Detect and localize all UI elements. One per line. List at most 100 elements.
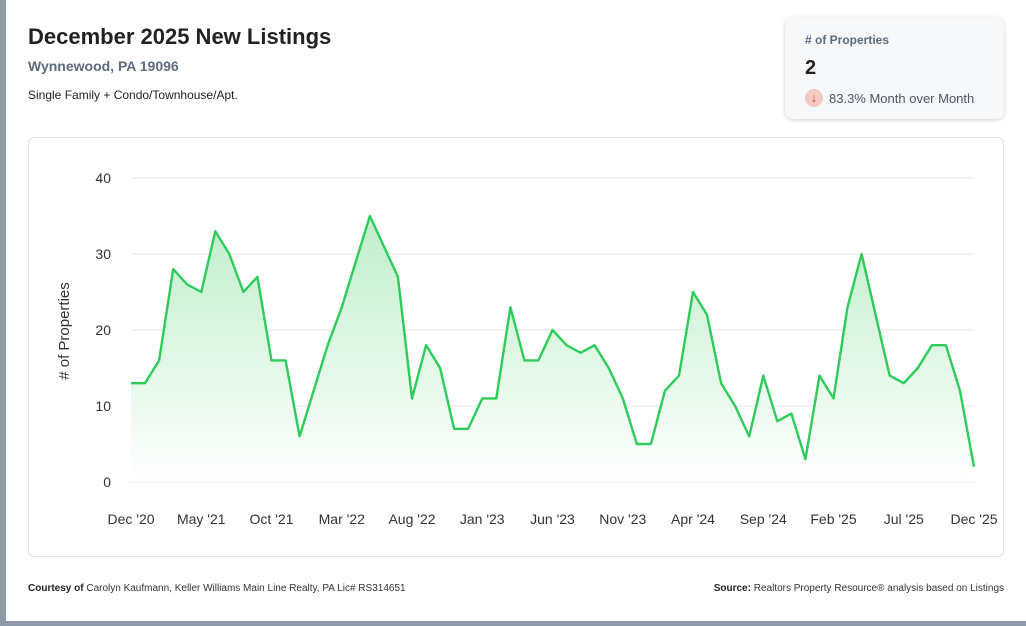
- data-point: [593, 344, 596, 347]
- data-point: [354, 260, 357, 263]
- data-point: [916, 367, 919, 370]
- data-point: [635, 443, 638, 446]
- data-point: [397, 275, 400, 278]
- y-tick-label: 30: [95, 246, 111, 262]
- data-point: [959, 389, 962, 392]
- data-point: [860, 253, 863, 256]
- data-point: [340, 306, 343, 309]
- data-point: [832, 397, 835, 400]
- page-title: December 2025 New Listings: [28, 24, 332, 49]
- data-point: [368, 215, 371, 218]
- data-point: [607, 367, 610, 370]
- y-tick-label: 40: [95, 170, 111, 186]
- data-point: [945, 344, 948, 347]
- x-tick-label: Jan '23: [460, 511, 505, 527]
- data-point: [874, 313, 877, 316]
- data-point: [748, 435, 751, 438]
- data-point: [495, 397, 498, 400]
- x-tick-label: Oct '21: [250, 511, 294, 527]
- x-tick-label: Dec '20: [107, 511, 154, 527]
- report-page: December 2025 New Listings Wynnewood, PA…: [6, 0, 1026, 621]
- data-point: [481, 397, 484, 400]
- data-point: [664, 389, 667, 392]
- data-point: [621, 397, 624, 400]
- data-point: [579, 351, 582, 354]
- area-chart: 0 10 20 30 40 Dec '20 May '21 Oct '21 Mar '22 Au…: [56, 170, 998, 527]
- data-point: [537, 359, 540, 362]
- data-point: [888, 374, 891, 377]
- data-point: [439, 367, 442, 370]
- data-point: [734, 405, 737, 408]
- x-tick-label: Mar '22: [319, 511, 365, 527]
- kpi-value: 2: [805, 57, 817, 79]
- data-point: [692, 291, 695, 294]
- kpi-change-text: 83.3% Month over Month: [829, 90, 975, 106]
- data-point: [383, 245, 386, 248]
- courtesy-label: Courtesy of: [28, 583, 84, 594]
- data-point: [706, 313, 709, 316]
- y-tick-label: 0: [103, 474, 111, 490]
- location-label: Wynnewood, PA 19096: [28, 58, 179, 74]
- data-point: [144, 382, 147, 385]
- data-point: [649, 443, 652, 446]
- series-area: [131, 216, 974, 482]
- data-point: [158, 359, 161, 362]
- x-tick-label: May '21: [177, 511, 226, 527]
- x-tick-label: Feb '25: [810, 511, 856, 527]
- source-text: Realtors Property Resource® analysis bas…: [750, 583, 1004, 594]
- arrow-down-icon: ↓: [805, 89, 823, 107]
- y-tick-label: 20: [95, 322, 111, 338]
- data-point: [467, 427, 470, 430]
- source-footer: Source: Realtors Property Resource® anal…: [714, 583, 1004, 594]
- data-point: [425, 344, 428, 347]
- x-tick-label: Aug '22: [388, 511, 435, 527]
- x-tick-label: Jul '25: [884, 511, 924, 527]
- data-point: [312, 389, 315, 392]
- y-tick-label: 10: [95, 398, 111, 414]
- series-line: [131, 214, 976, 468]
- data-point: [973, 465, 976, 468]
- data-point: [284, 359, 287, 362]
- courtesy-footer: Courtesy of Carolyn Kaufmann, Keller Wil…: [28, 583, 406, 594]
- kpi-label: # of Properties: [805, 33, 890, 47]
- data-point: [270, 359, 273, 362]
- data-point: [509, 306, 512, 309]
- data-point: [228, 253, 231, 256]
- data-point: [326, 344, 329, 347]
- data-point: [762, 374, 765, 377]
- property-type-label: Single Family + Condo/Townhouse/Apt.: [28, 88, 238, 102]
- data-point: [130, 382, 133, 385]
- x-tick-label: Jun '23: [530, 511, 575, 527]
- data-point: [242, 291, 245, 294]
- x-tick-label: Nov '23: [599, 511, 646, 527]
- data-point: [776, 420, 779, 423]
- data-point: [186, 283, 189, 286]
- data-point: [818, 374, 821, 377]
- data-point: [172, 268, 175, 271]
- courtesy-text: Carolyn Kaufmann, Keller Williams Main L…: [83, 583, 406, 594]
- data-point: [200, 291, 203, 294]
- data-point: [298, 435, 301, 438]
- x-tick-label: Dec '25: [950, 511, 997, 527]
- y-axis-title: # of Properties: [56, 282, 73, 380]
- data-point: [214, 230, 217, 233]
- data-point: [846, 306, 849, 309]
- data-point: [902, 382, 905, 385]
- x-tick-label: Apr '24: [671, 511, 715, 527]
- data-point: [256, 275, 259, 278]
- chart-card: 0 10 20 30 40 Dec '20 May '21 Oct '21 Mar '22 Au…: [28, 137, 1004, 557]
- data-point: [453, 427, 456, 430]
- data-point: [804, 458, 807, 461]
- source-label: Source:: [713, 583, 751, 594]
- data-point: [720, 382, 723, 385]
- data-point: [551, 329, 554, 332]
- data-point: [523, 359, 526, 362]
- data-point: [565, 344, 568, 347]
- data-point: [930, 344, 933, 347]
- data-point: [678, 374, 681, 377]
- x-tick-label: Sep '24: [740, 511, 787, 527]
- data-point: [411, 397, 414, 400]
- kpi-change: ↓ 83.3% Month over Month: [805, 89, 974, 107]
- data-point: [790, 412, 793, 415]
- kpi-card: # of Properties 2 ↓ 83.3% Month over Mon…: [785, 17, 1004, 119]
